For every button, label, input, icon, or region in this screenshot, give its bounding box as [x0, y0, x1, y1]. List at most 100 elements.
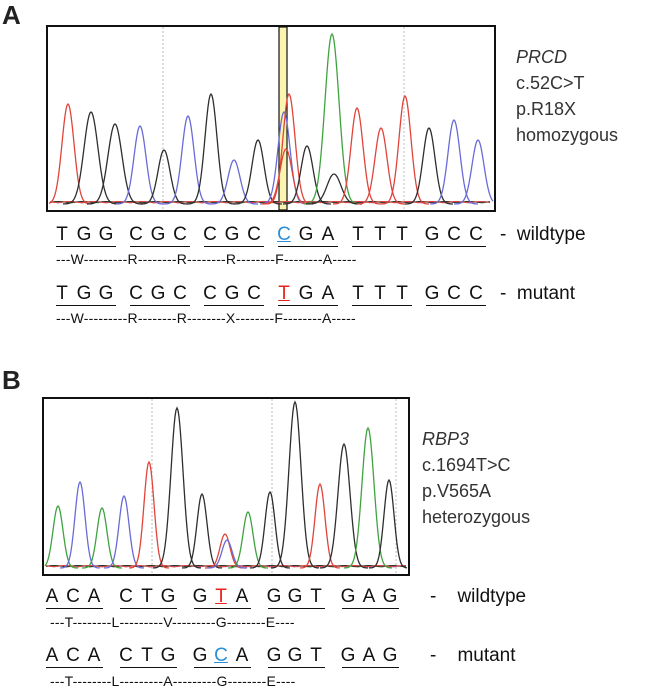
nucleotide: C — [203, 224, 217, 245]
trace-peak — [380, 94, 430, 205]
mutated-nucleotide: C — [277, 224, 291, 245]
panel-a-mutant-protein: ---W---------R--------R--------X--------… — [56, 310, 356, 326]
trace-peak — [207, 539, 247, 569]
variant-highlight — [278, 27, 288, 210]
nucleotide: A — [321, 283, 335, 304]
nucleotide: C — [173, 224, 187, 245]
nucleotide: C — [247, 224, 261, 245]
trace-peak — [115, 125, 165, 205]
codon — [426, 283, 486, 306]
codon — [278, 283, 338, 306]
codon — [120, 645, 177, 668]
codon — [56, 224, 116, 247]
nucleotide: G — [160, 586, 176, 607]
codon — [278, 224, 338, 247]
nucleotide: A — [87, 645, 101, 666]
panel-a-variant-info: PRCD c.52C>T p.R18X homozygous — [516, 44, 618, 148]
trace-peak — [153, 406, 201, 569]
trace-peak — [87, 123, 143, 205]
nucleotide: T — [396, 224, 408, 245]
codon — [46, 586, 103, 609]
nucleotide: T — [310, 586, 322, 607]
codon — [268, 586, 325, 609]
codon — [56, 283, 116, 306]
nucleotide: C — [203, 283, 217, 304]
trace-peak — [454, 139, 494, 205]
nucleotide: C — [469, 283, 483, 304]
nucleotide: G — [266, 645, 282, 666]
nucleotide: G — [224, 224, 240, 245]
codon — [204, 283, 264, 306]
nucleotide: C — [119, 586, 133, 607]
panel-b-variant-info: RBP3 c.1694T>C p.V565A heterozygous — [422, 426, 530, 530]
codon — [120, 586, 177, 609]
nucleotide: T — [141, 586, 153, 607]
trace-peak — [59, 480, 101, 569]
panel-b-chromatogram — [42, 397, 410, 576]
trace-peak — [264, 92, 314, 205]
panel-a-wildtype-label: - wildtype — [500, 224, 586, 245]
trace-peak — [262, 148, 310, 205]
panel-b-wildtype-protein: ---T--------L---------V---------G-------… — [50, 614, 295, 630]
nucleotide: G — [382, 586, 398, 607]
codon — [352, 283, 412, 306]
codon — [268, 645, 325, 668]
panel-b-wildtype-label: - wildtype — [430, 586, 527, 607]
nucleotide: C — [66, 586, 80, 607]
trace-peak — [62, 111, 120, 205]
nucleotide: A — [235, 645, 249, 666]
nucleotide: C — [129, 283, 143, 304]
panel-b-letter: B — [2, 365, 21, 395]
nucleotide: A — [362, 586, 376, 607]
codon — [46, 645, 103, 668]
panel-a-wildtype-protein: ---W---------R--------R--------R--------… — [56, 251, 357, 267]
trace-peak — [103, 494, 145, 569]
nucleotide: T — [352, 224, 364, 245]
nucleotide: G — [287, 586, 303, 607]
panel-a-protein-change: p.R18X — [516, 99, 577, 119]
nucleotide: G — [287, 645, 303, 666]
mutated-nucleotide: T — [278, 283, 290, 304]
nucleotide: T — [310, 645, 322, 666]
nucleotide: G — [76, 224, 92, 245]
nucleotide: A — [45, 586, 59, 607]
nucleotide: T — [56, 224, 68, 245]
nucleotide: G — [424, 283, 440, 304]
codon — [130, 283, 190, 306]
nucleotide: G — [298, 283, 314, 304]
panel-b-protein-change: p.V565A — [422, 481, 492, 501]
codon — [342, 586, 399, 609]
nucleotide: A — [87, 586, 101, 607]
codon — [342, 645, 399, 668]
trace-peak — [319, 442, 369, 569]
nucleotide: T — [141, 645, 153, 666]
trace-peak — [249, 490, 291, 569]
nucleotide: G — [266, 586, 282, 607]
trace-peak — [368, 478, 408, 569]
mutated-nucleotide: T — [215, 586, 227, 607]
nucleotide: G — [298, 224, 314, 245]
nucleotide: C — [247, 283, 261, 304]
panel-b-trace-svg — [44, 399, 408, 574]
codon — [194, 586, 251, 609]
nucleotide: G — [76, 283, 92, 304]
nucleotide: G — [424, 224, 440, 245]
trace-peak — [306, 173, 362, 205]
codon — [426, 224, 486, 247]
panel-b-mutant-label: - mutant — [430, 645, 516, 666]
trace-peak — [357, 127, 405, 205]
nucleotide: G — [98, 283, 114, 304]
nucleotide: C — [173, 283, 187, 304]
nucleotide: G — [224, 283, 240, 304]
nucleotide: T — [396, 283, 408, 304]
panel-b-cdna-change: c.1694T>C — [422, 455, 511, 475]
nucleotide: T — [56, 283, 68, 304]
trace-peak — [283, 145, 331, 205]
trace-peak — [228, 511, 268, 569]
panel-a-gene-name: PRCD — [516, 47, 568, 67]
trace-peak — [405, 127, 453, 205]
panel-a-chromatogram — [46, 25, 496, 212]
nucleotide: A — [362, 645, 376, 666]
codon — [130, 224, 190, 247]
trace-peak — [181, 492, 223, 569]
